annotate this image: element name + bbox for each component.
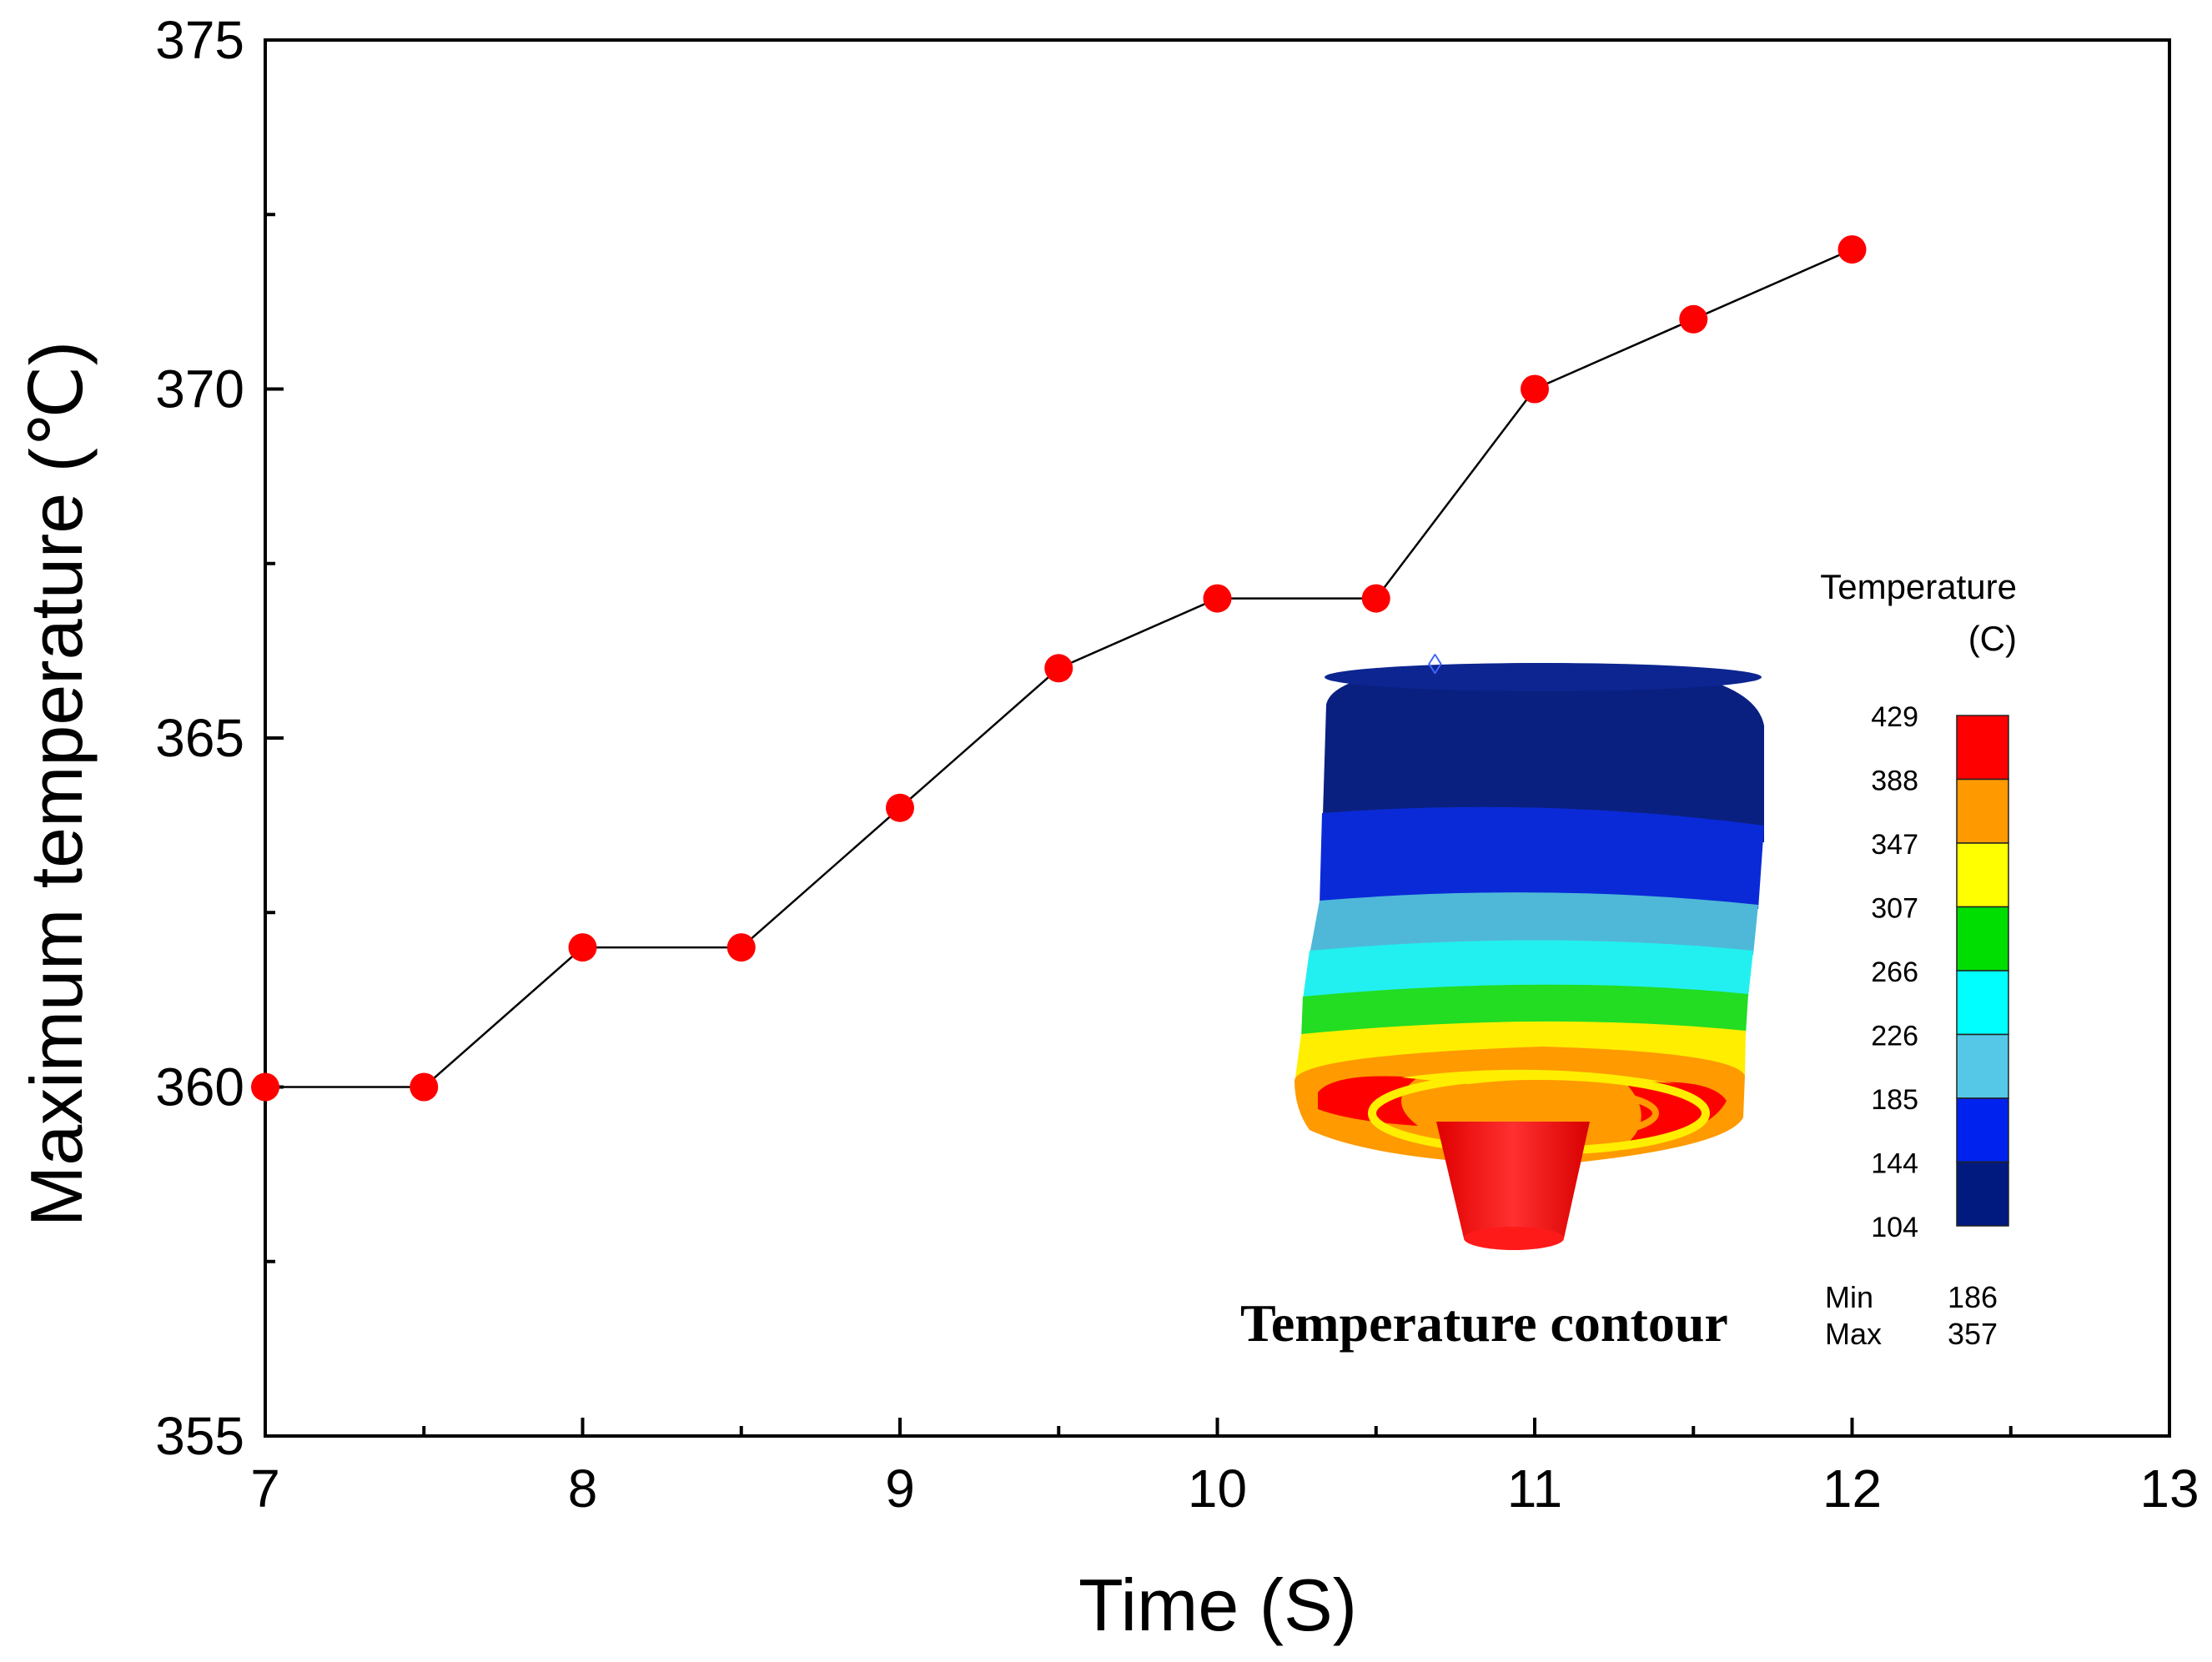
scale-label: 307 bbox=[1871, 893, 1918, 925]
y-axis: 355 360 365 370 375 bbox=[155, 10, 284, 1466]
scale-label: 226 bbox=[1871, 1021, 1918, 1052]
legend-title-line2: (C) bbox=[1968, 619, 2017, 658]
x-tick-label: 13 bbox=[2139, 1459, 2199, 1519]
data-point bbox=[886, 793, 914, 822]
scale-label: 185 bbox=[1871, 1084, 1918, 1116]
data-point bbox=[568, 933, 597, 962]
temperature-color-scale: 429 388 347 307 266 226 185 144 104 bbox=[1871, 701, 2009, 1243]
scale-swatch bbox=[1956, 1161, 2009, 1227]
scale-swatch bbox=[1956, 1033, 2009, 1099]
model-axis-marker: ◊ bbox=[1428, 649, 1442, 680]
data-point bbox=[1361, 584, 1390, 613]
data-point bbox=[1837, 235, 1867, 264]
x-tick-label: 12 bbox=[1822, 1459, 1882, 1519]
x-tick-label: 10 bbox=[1188, 1459, 1247, 1519]
model-band bbox=[1322, 663, 1764, 842]
scale-label: 388 bbox=[1871, 766, 1918, 797]
data-point bbox=[1044, 654, 1073, 683]
data-point bbox=[1521, 374, 1549, 404]
y-tick-label: 365 bbox=[155, 708, 244, 768]
y-axis-label: Maximum temperature (℃) bbox=[15, 341, 98, 1227]
model-band bbox=[1320, 806, 1764, 909]
legend-title-line1: Temperature bbox=[1820, 567, 2017, 606]
x-axis-label: Time (S) bbox=[1078, 1564, 1357, 1646]
scale-swatch bbox=[1956, 778, 2009, 844]
min-value: 186 bbox=[1948, 1280, 1998, 1314]
x-tick-label: 7 bbox=[250, 1459, 280, 1519]
data-point bbox=[1679, 304, 1708, 334]
scale-swatch bbox=[1956, 715, 2009, 781]
y-tick-label: 375 bbox=[155, 10, 244, 70]
data-point bbox=[1203, 584, 1232, 613]
scale-swatch bbox=[1956, 842, 2009, 908]
data-point bbox=[410, 1072, 439, 1102]
max-value: 357 bbox=[1948, 1317, 1998, 1351]
y-tick-label: 370 bbox=[155, 359, 244, 419]
max-label: Max bbox=[1825, 1317, 1882, 1351]
min-label: Min bbox=[1825, 1280, 1873, 1314]
scale-label: 347 bbox=[1871, 829, 1918, 861]
model-band bbox=[1318, 1076, 1418, 1126]
scale-swatch bbox=[1956, 970, 2009, 1036]
scale-swatch bbox=[1956, 906, 2009, 972]
x-tick-label: 8 bbox=[568, 1459, 598, 1519]
model-band bbox=[1310, 892, 1758, 955]
data-series bbox=[251, 235, 1867, 1102]
x-tick-label: 9 bbox=[885, 1459, 915, 1519]
y-tick-label: 360 bbox=[155, 1057, 244, 1117]
scale-label: 104 bbox=[1871, 1212, 1918, 1243]
model-top-cap bbox=[1325, 663, 1762, 691]
x-tick-label: 11 bbox=[1507, 1459, 1562, 1519]
y-tick-label: 355 bbox=[155, 1406, 244, 1466]
scale-label: 266 bbox=[1871, 957, 1918, 988]
model-nozzle-tip bbox=[1464, 1227, 1564, 1250]
model-band bbox=[1303, 940, 1753, 999]
data-point bbox=[726, 933, 756, 962]
scale-swatch bbox=[1956, 1097, 2009, 1163]
model-nozzle bbox=[1436, 1122, 1590, 1247]
x-axis: 7 8 9 10 11 12 13 bbox=[250, 1418, 2199, 1519]
data-point bbox=[251, 1072, 279, 1102]
inset-caption: Temperature contour bbox=[1240, 1293, 1728, 1353]
temperature-contour-model: ◊ bbox=[1295, 649, 1764, 1250]
scale-label: 144 bbox=[1871, 1148, 1918, 1180]
scale-label: 429 bbox=[1871, 701, 1918, 733]
